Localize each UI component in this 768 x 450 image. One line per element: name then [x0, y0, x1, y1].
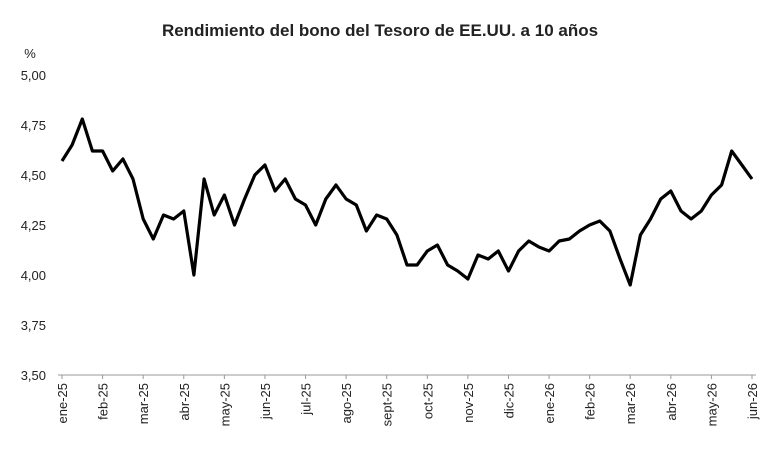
x-tick-label: mar-26: [623, 383, 638, 424]
x-tick-label: ago-25: [339, 383, 354, 423]
x-tick-label: feb-26: [583, 383, 598, 420]
x-tick-label: oct-25: [420, 383, 435, 419]
x-tick-label: sept-25: [380, 383, 395, 426]
y-tick-label: 4,50: [21, 168, 46, 183]
x-tick-label: abr-26: [664, 383, 679, 421]
x-tick-label: nov-25: [461, 383, 476, 423]
line: [60, 117, 754, 287]
y-tick-label: 4,25: [21, 218, 46, 233]
x-tick-label: feb-25: [96, 383, 111, 420]
y-tick-label: 4,75: [21, 118, 46, 133]
x-tick-label: dic-25: [501, 383, 516, 418]
y-tick-label: 3,75: [21, 318, 46, 333]
chart-title: Rendimiento del bono del Tesoro de EE.UU…: [162, 21, 598, 40]
x-tick-label: jun-26: [745, 383, 760, 420]
y-tick-label: 5,00: [21, 68, 46, 83]
x-tick-label: abr-25: [177, 383, 192, 421]
x-tick-label: may-25: [217, 383, 232, 426]
x-tick-label: jul-25: [299, 383, 314, 416]
x-tick-label: mar-25: [136, 383, 151, 424]
x-tick-label: jun-25: [258, 383, 273, 420]
y-tick-label: 4,00: [21, 268, 46, 283]
y-axis-label: %: [24, 46, 36, 61]
y-tick-label: 3,50: [21, 368, 46, 383]
x-tick-label: ene-25: [55, 383, 70, 423]
x-tick-label: ene-26: [542, 383, 557, 423]
x-tick-label: may-26: [704, 383, 719, 426]
